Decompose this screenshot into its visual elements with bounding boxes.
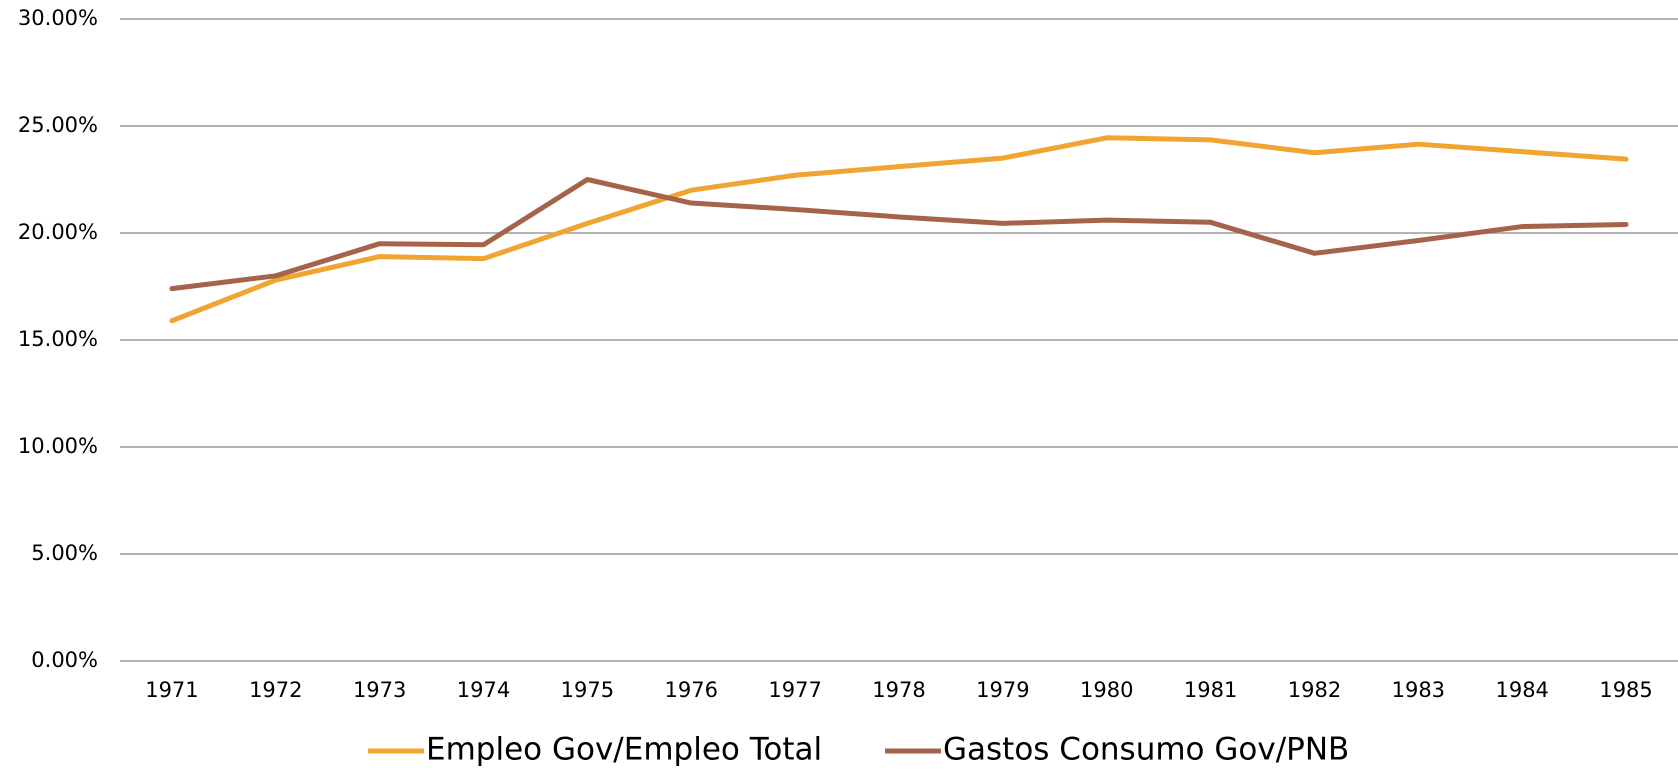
x-tick-label: 1983: [1392, 678, 1445, 702]
x-tick-label: 1982: [1288, 678, 1341, 702]
y-tick-label: 30.00%: [18, 6, 98, 30]
x-tick-label: 1974: [457, 678, 510, 702]
y-tick-label: 25.00%: [18, 113, 98, 137]
x-tick-label: 1976: [665, 678, 718, 702]
x-tick-label: 1979: [976, 678, 1029, 702]
y-tick-label: 20.00%: [18, 220, 98, 244]
series-line: [169, 177, 1629, 292]
y-tick-label: 0.00%: [31, 648, 98, 672]
x-tick-label: 1980: [1080, 678, 1133, 702]
y-tick-label: 5.00%: [31, 541, 98, 565]
x-tick-label: 1981: [1184, 678, 1237, 702]
x-tick-label: 1984: [1495, 678, 1548, 702]
y-tick-label: 10.00%: [18, 434, 98, 458]
x-tick-label: 1972: [249, 678, 302, 702]
x-tick-label: 1985: [1599, 678, 1652, 702]
x-tick-label: 1973: [353, 678, 406, 702]
x-tick-label: 1971: [145, 678, 198, 702]
y-tick-label: 15.00%: [18, 327, 98, 351]
legend-label: Empleo Gov/Empleo Total: [426, 732, 822, 768]
legend: Empleo Gov/Empleo Total Gastos Consumo Go…: [368, 732, 1349, 768]
x-tick-label: 1975: [561, 678, 614, 702]
series-line: [169, 135, 1629, 324]
x-tick-label: 1978: [872, 678, 925, 702]
x-tick-label: 1977: [768, 678, 821, 702]
legend-label: Gastos Consumo Gov/PNB: [943, 732, 1349, 768]
